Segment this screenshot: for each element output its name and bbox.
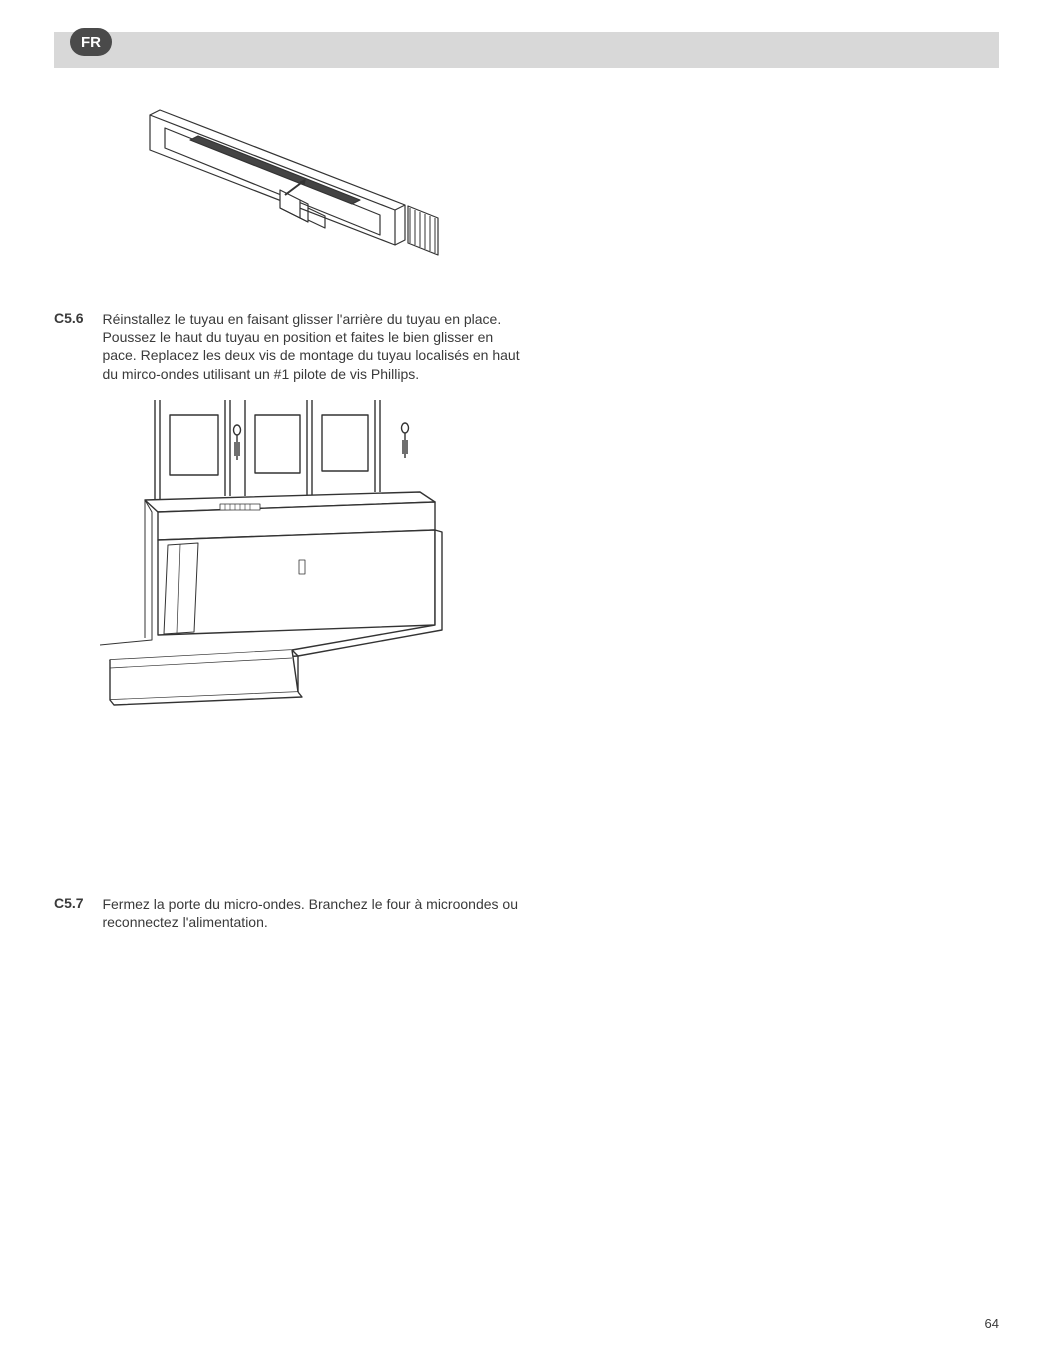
step-c56: C5.6 Réinstallez le tuyau en faisant gli… bbox=[54, 310, 534, 383]
language-badge: FR bbox=[70, 28, 112, 56]
step-c56-text: Réinstallez le tuyau en faisant glisser … bbox=[102, 310, 522, 383]
figure-cabinet-drawer bbox=[100, 400, 450, 710]
step-c56-label: C5.6 bbox=[54, 310, 98, 326]
page-number: 64 bbox=[985, 1316, 999, 1331]
step-c57-text: Fermez la porte du micro-ondes. Branchez… bbox=[102, 895, 522, 931]
step-c57-label: C5.7 bbox=[54, 895, 98, 911]
step-c57: C5.7 Fermez la porte du micro-ondes. Bra… bbox=[54, 895, 534, 931]
header-bar bbox=[54, 32, 999, 68]
figure-drawer-rail bbox=[130, 100, 450, 290]
